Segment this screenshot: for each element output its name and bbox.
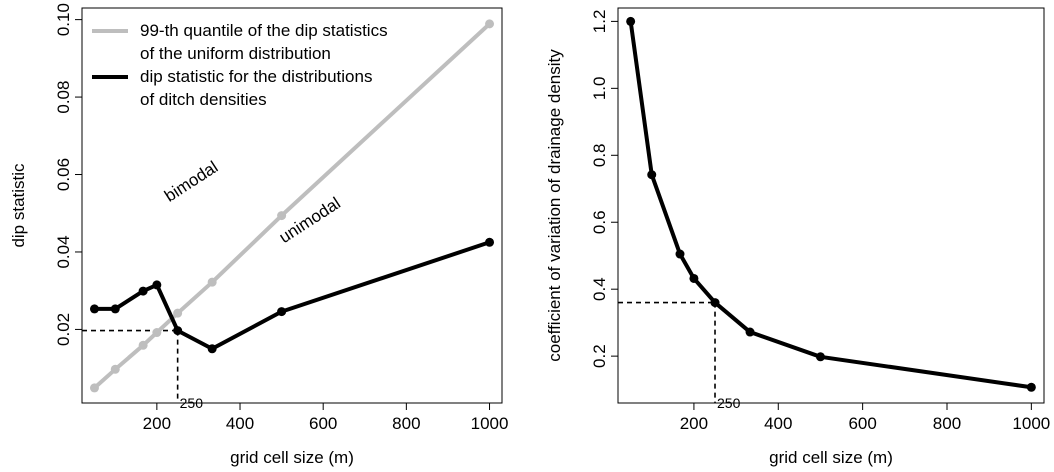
legend-label: 99-th quantile of the dip statistics [140,21,388,40]
data-point [626,16,636,26]
data-point [710,298,720,308]
data-point [110,364,120,374]
data-point [89,304,99,314]
annotation-value: 250 [180,395,204,411]
panel-1: 200 400 600 800 1000 0.02 0.04 0.06 0.08 0.10 grid… [9,3,508,467]
data-point [152,280,162,290]
data-point [152,328,162,338]
x-axis-label: grid cell size (m) [230,448,354,467]
data-point [689,273,699,283]
data-point [1026,382,1036,392]
y-tick-label: 0.4 [590,277,609,301]
data-point [277,211,287,221]
x-tick-label: 800 [392,414,420,433]
data-point [173,326,183,336]
panel-2: 200 400 600 800 1000 0.2 0.4 0.6 0.8 1.0 1.2 grid c… [545,7,1050,467]
y-tick-label: 0.04 [54,235,73,268]
x-tick-label: 200 [680,414,708,433]
annotation-unimodal: unimodal [276,193,344,247]
x-tick-label: 400 [226,414,254,433]
series-1 [626,16,1036,392]
y-tick-label: 1.0 [590,77,609,101]
x-tick-label: 600 [309,414,337,433]
x-axis-label: grid cell size (m) [769,448,893,467]
data-point [675,249,685,259]
x-tick-label: 200 [143,414,171,433]
plot-frame [81,7,503,404]
data-point [647,170,657,180]
y-axis-label: coefficient of variation of drainage den… [545,49,564,362]
annotation-bimodal: bimodal [161,157,221,205]
series-2 [89,237,495,354]
legend: 99-th quantile of the dip statistics of t… [92,21,388,109]
data-point [207,277,217,287]
data-point [745,327,755,337]
x-tick-label: 400 [764,414,792,433]
x-tick-label: 1000 [1012,414,1050,433]
y-tick-label: 0.6 [590,210,609,234]
x-tick-label: 800 [933,414,961,433]
data-point [138,286,148,296]
data-point [277,307,287,317]
annotation-value: 250 [717,395,741,411]
series-1 [89,19,495,393]
data-point [485,19,495,29]
x-tick-label: 1000 [471,414,509,433]
y-tick-label: 0.06 [54,158,73,191]
y-tick-label: 0.02 [54,313,73,346]
legend-label: of ditch densities [140,90,267,109]
x-tick-label: 600 [848,414,876,433]
data-point [110,304,120,314]
legend-label: dip statistic for the distributions [140,67,372,86]
y-tick-label: 0.2 [590,344,609,368]
data-point [485,237,495,247]
data-point [138,340,148,350]
data-point [89,383,99,393]
series-line [93,22,491,390]
y-axis-label: dip statistic [9,163,28,248]
y-tick-label: 0.10 [54,3,73,36]
y-tick-label: 0.8 [590,143,609,167]
y-tick-label: 1.2 [590,10,609,34]
legend-label: of the uniform distribution [140,44,331,63]
plot-frame [617,7,1045,404]
data-point [173,308,183,318]
data-point [815,352,825,362]
series-line [94,240,491,351]
series-line [628,21,1032,390]
y-tick-label: 0.08 [54,81,73,114]
data-point [207,344,217,354]
